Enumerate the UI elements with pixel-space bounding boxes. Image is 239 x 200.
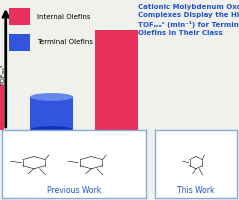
Text: Internal Olefins: Internal Olefins <box>37 14 90 20</box>
Text: This Work: This Work <box>177 186 215 195</box>
FancyBboxPatch shape <box>228 106 239 130</box>
FancyBboxPatch shape <box>0 85 4 130</box>
Ellipse shape <box>163 61 206 69</box>
Text: TOFₘₐˣ: TOFₘₐˣ <box>1 63 6 85</box>
Ellipse shape <box>30 126 73 134</box>
Text: Cationic Molybdenum Oxo
Complexes Display the Highest
TOFₘₐˣ (min⁻¹) for Termina: Cationic Molybdenum Oxo Complexes Displa… <box>138 4 239 36</box>
FancyBboxPatch shape <box>95 30 138 130</box>
FancyBboxPatch shape <box>30 97 73 130</box>
Ellipse shape <box>163 126 206 134</box>
Text: Terminal Olefins: Terminal Olefins <box>37 40 93 46</box>
Bar <box>9 34 30 51</box>
Text: Previous Work: Previous Work <box>47 186 101 195</box>
Ellipse shape <box>30 93 73 101</box>
Bar <box>9 8 30 25</box>
FancyBboxPatch shape <box>163 65 206 130</box>
